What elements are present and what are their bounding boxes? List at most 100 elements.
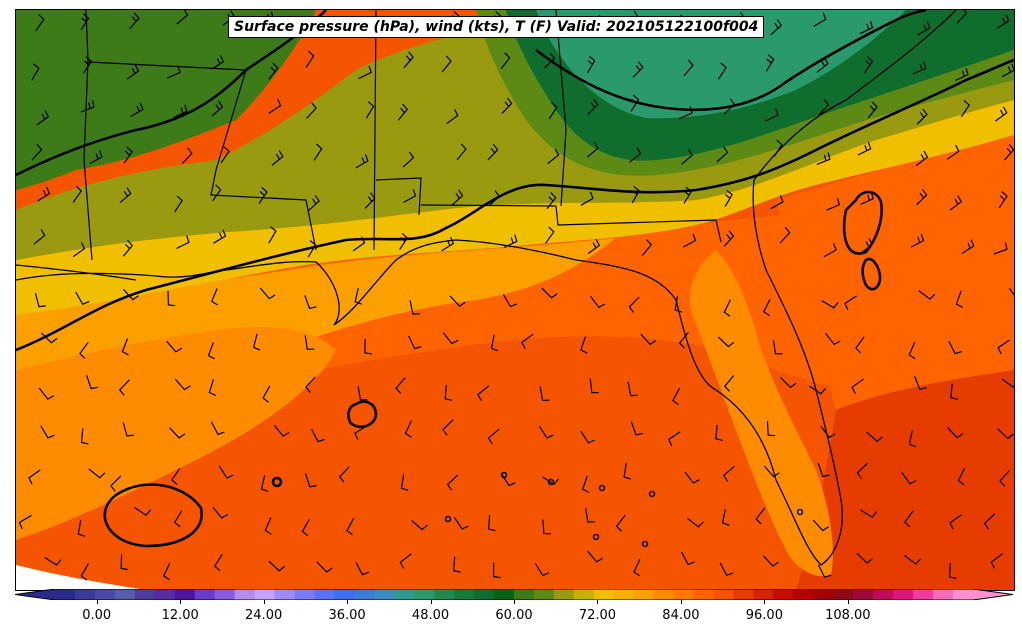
wind-barb [779,226,791,244]
wind-barb [772,339,783,355]
colorbar-tick-label: 12.00 [161,608,199,623]
gulf-central-region [16,170,1014,460]
wind-barb [817,463,830,478]
wind-barb [993,242,1008,255]
wind-barb [818,98,830,116]
wind-barb [79,341,89,359]
wind-barb [121,338,129,356]
wind-barb [538,425,554,439]
wind-barb [451,189,464,206]
wind-barb [678,106,693,120]
colorbar-tick-mark [597,600,599,604]
wind-barb [917,21,931,36]
wind-barb [120,554,129,571]
colorbar-tick-label: 108.00 [825,608,871,623]
colorbar-segment [953,589,974,600]
wind-barb [77,520,86,537]
wind-barb [721,509,730,526]
wind-barb [908,341,916,360]
wind-barb [258,186,268,204]
wind-barb [860,191,874,205]
wind-barb [122,288,139,301]
wind-barb [208,379,217,397]
colorbar-segment [573,589,595,600]
wind-barb [813,12,827,27]
wind-barb [585,508,595,523]
wind-barb [948,562,957,579]
wind-barb [446,109,459,125]
colorbar-segment [314,589,335,600]
wind-barb [365,101,375,119]
wind-barb [271,150,284,166]
wind-barb [213,229,227,244]
colorbar-segment [494,589,515,600]
wind-barb [358,65,372,80]
isobars [16,10,1014,548]
wind-barb [89,150,103,165]
wind-barb [615,514,626,532]
wind-barb [547,148,560,165]
wind-barb [762,555,779,567]
wind-barb [477,385,490,402]
wind-barb [543,52,556,69]
wind-barb [210,421,225,436]
wind-barb [403,188,417,204]
wind-barb [627,381,638,397]
colorbar-segment [434,589,455,600]
wind-barb [997,428,1014,440]
colorbar-segment [873,589,894,600]
wind-barb [404,420,413,438]
colorbar-segment [55,589,76,600]
wind-barb [133,506,152,516]
wind-barb [541,287,558,299]
wind-barb [167,65,181,79]
wind-barb [908,430,917,448]
wind-barb [674,296,683,313]
wind-barb [173,510,183,528]
wind-barb [490,334,499,352]
wind-barb [35,14,45,32]
wind-barb [169,427,186,439]
wind-barb [162,563,171,581]
wind-barb [631,186,640,204]
wind-barb [395,377,406,394]
wind-barb [40,425,55,439]
wind-barb [72,185,82,203]
wind-barb [956,10,968,24]
wind-barb [580,336,588,354]
wind-barb [949,195,962,211]
colorbar-segment [454,589,475,600]
wind-barbs [18,10,1014,581]
wind-barb [252,333,261,351]
wind-barb [1009,288,1014,296]
wind-barb [316,561,333,573]
wind-barb [34,293,46,308]
wind-barb [580,430,596,444]
colorbar-segment [733,589,755,600]
wind-barb [313,143,323,161]
wind-barb [264,517,272,535]
wind-barb [586,141,599,158]
wind-barb [441,236,455,252]
wind-barb [176,235,190,250]
wind-barb [86,375,99,390]
wind-barb [122,239,134,257]
wind-barb [355,154,369,169]
wind-barb [452,556,461,573]
colorbar-tick-mark [514,600,515,604]
colorbar-tick-mark [430,600,432,604]
wind-barb [364,338,372,355]
wind-barb [307,240,317,258]
wind-barb [357,386,368,401]
wind-barb [763,465,780,478]
wind-barb [1001,378,1014,388]
wind-barb [770,195,784,210]
wind-barb [453,517,469,530]
colorbar-tick-label: 72.00 [578,608,617,623]
wind-barb [817,564,832,578]
wind-barb [844,295,858,311]
wind-barb [859,20,874,35]
wind-barb [755,507,766,525]
colorbar-segment [374,589,395,600]
wind-barb [949,514,962,530]
